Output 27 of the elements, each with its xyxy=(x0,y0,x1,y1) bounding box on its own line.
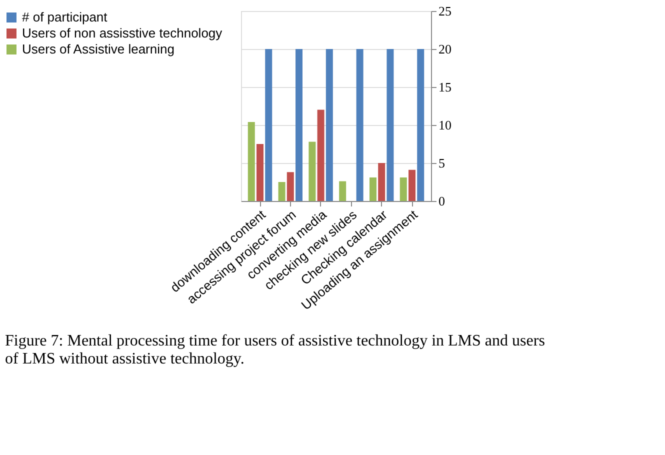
bar xyxy=(278,182,286,201)
legend-label: # of participant xyxy=(22,10,108,24)
bar xyxy=(326,49,333,201)
bar xyxy=(256,144,264,201)
bar xyxy=(317,110,324,201)
text: Figure 7: Mental processing time for users of assistive technology in LMS and users of LMS without assistive technology. xyxy=(5,332,545,368)
y-tick-label: 10 xyxy=(438,118,452,132)
bar xyxy=(308,142,316,201)
bar xyxy=(378,163,386,201)
y-tick-label: 20 xyxy=(438,42,452,56)
bar xyxy=(265,49,272,201)
bar xyxy=(369,177,376,201)
y-tick-label: 25 xyxy=(438,4,452,18)
bar xyxy=(296,49,303,201)
bar xyxy=(386,49,394,201)
y-tick-label: 15 xyxy=(438,80,452,94)
bar xyxy=(356,49,364,201)
bar xyxy=(286,172,294,201)
y-tick-label: 0 xyxy=(438,194,445,208)
y-tick-label: 5 xyxy=(438,156,445,170)
bar xyxy=(400,177,407,201)
bar xyxy=(339,181,346,201)
bar xyxy=(408,170,416,201)
legend-label: Users of non assisstive technology xyxy=(22,26,223,40)
legend-label: Users of Assistive learning xyxy=(22,42,174,56)
bar xyxy=(417,49,424,201)
bar xyxy=(248,122,255,201)
